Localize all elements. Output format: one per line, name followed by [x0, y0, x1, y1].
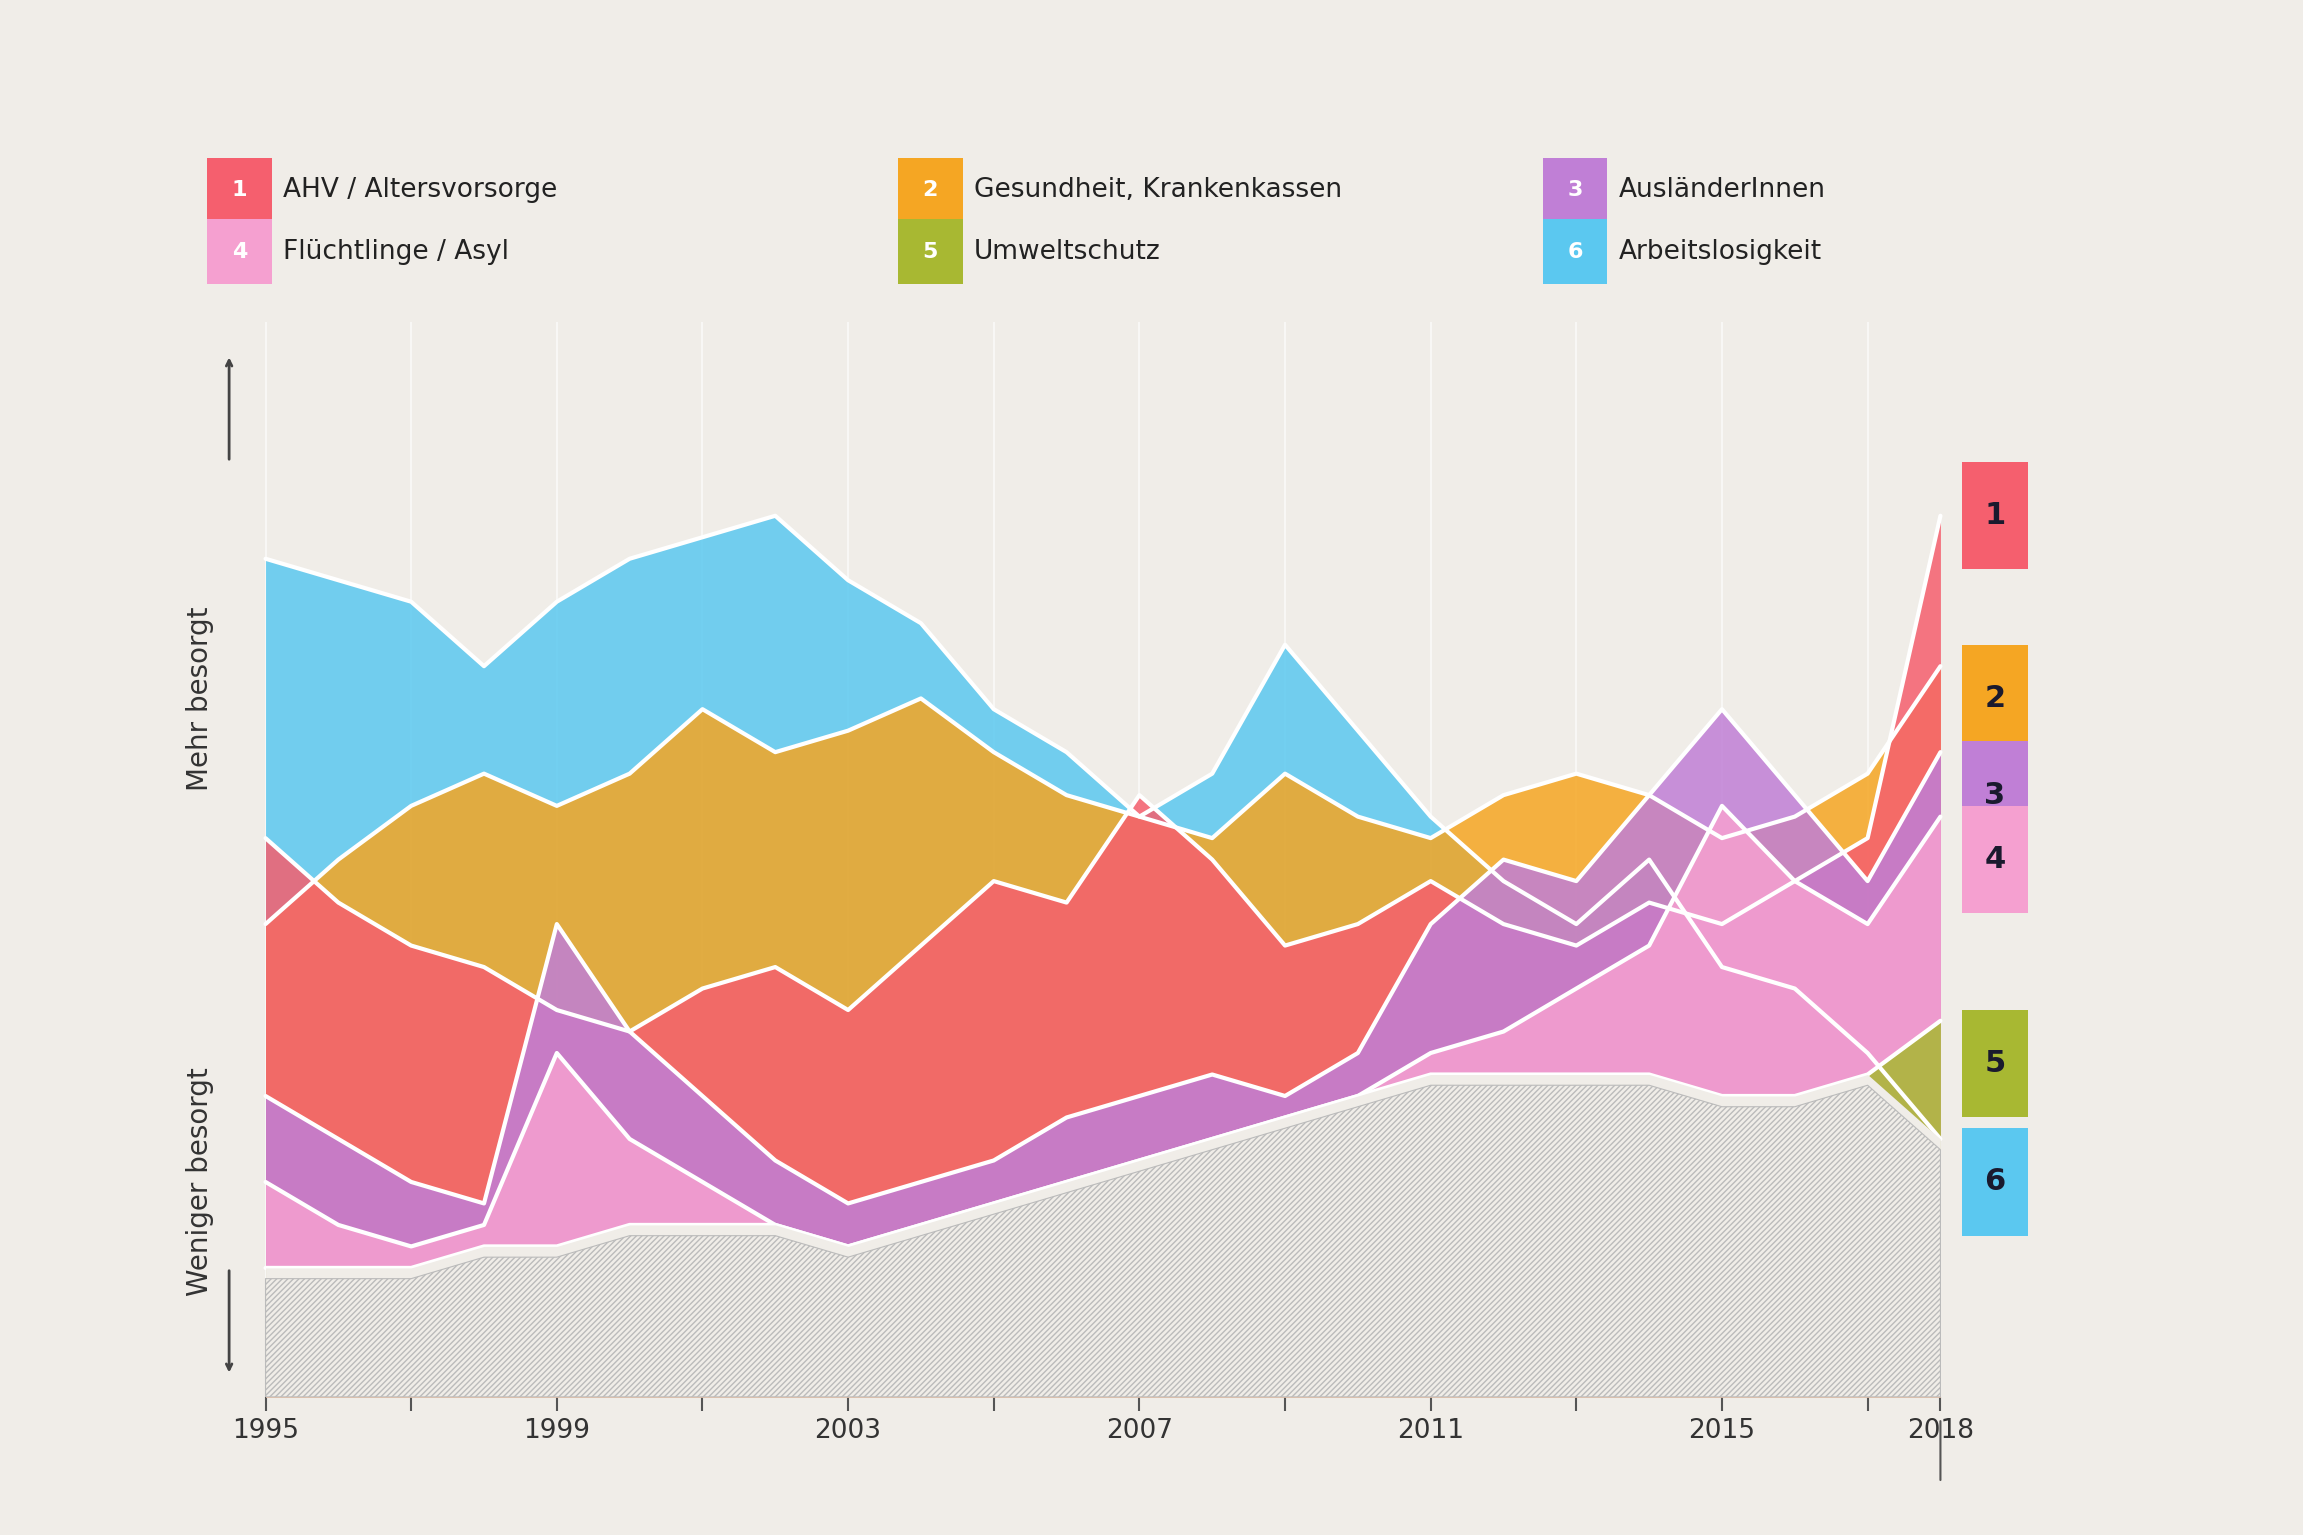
- Text: 2: 2: [924, 180, 937, 201]
- Text: Umweltschutz: Umweltschutz: [974, 239, 1161, 264]
- Text: Vorher lange auf Platz 1
fiel die Arbeitslosigkeit
2018 auf Rang 6 zurück.: Vorher lange auf Platz 1 fiel die Arbeit…: [1396, 1203, 1683, 1283]
- Text: 5: 5: [1985, 1050, 2006, 1078]
- Text: 3: 3: [1568, 180, 1582, 201]
- Bar: [1962, 741, 2029, 849]
- Text: Mehr besorgt: Mehr besorgt: [187, 606, 214, 791]
- Text: 5: 5: [924, 241, 937, 262]
- Text: 3: 3: [1985, 781, 2006, 809]
- Text: Flüchtlinge / Asyl: Flüchtlinge / Asyl: [283, 239, 509, 264]
- Text: Weniger besorgt: Weniger besorgt: [187, 1067, 214, 1297]
- Bar: [1962, 645, 2029, 752]
- Text: 4: 4: [1985, 846, 2006, 873]
- Text: 1: 1: [1985, 502, 2006, 530]
- Text: 6: 6: [1985, 1168, 2006, 1196]
- Text: AusländerInnen: AusländerInnen: [1619, 178, 1826, 203]
- Text: AHV / Altersvorsorge: AHV / Altersvorsorge: [283, 178, 557, 203]
- Text: 6: 6: [1568, 241, 1582, 262]
- Text: Arbeitslosigkeit: Arbeitslosigkeit: [1619, 239, 1822, 264]
- Text: Gesundheit, Krankenkassen: Gesundheit, Krankenkassen: [974, 178, 1343, 203]
- Text: 4: 4: [233, 241, 246, 262]
- Bar: [1962, 1128, 2029, 1236]
- Text: 2: 2: [1985, 685, 2006, 712]
- Bar: [1962, 462, 2029, 569]
- Text: 1: 1: [233, 180, 246, 201]
- Bar: [1962, 806, 2029, 913]
- Bar: [1962, 1010, 2029, 1117]
